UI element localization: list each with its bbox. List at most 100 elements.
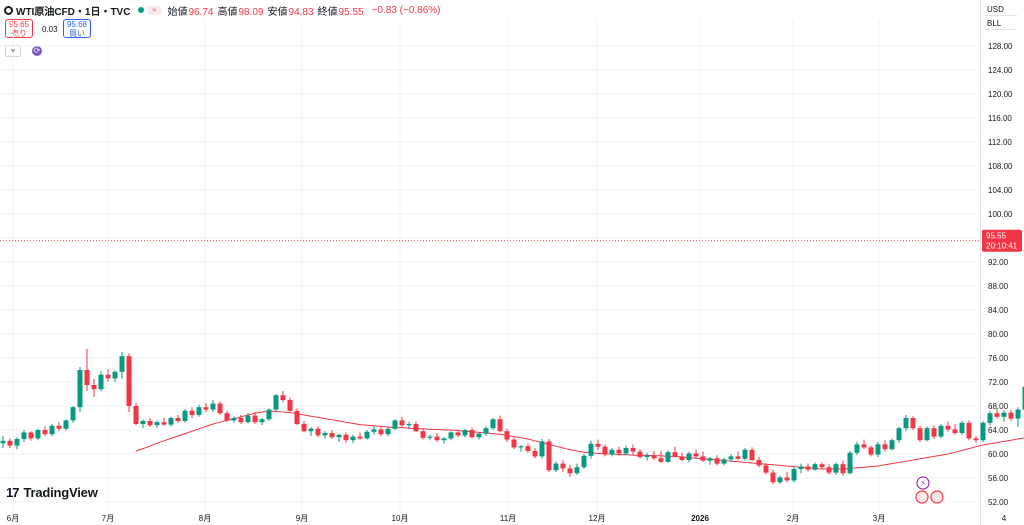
candle-body [826, 467, 832, 473]
candle-body [476, 433, 482, 438]
candle-body [231, 418, 237, 421]
high-value: 高値98.09 [217, 6, 264, 18]
candle-body [350, 436, 356, 441]
candle-body [777, 477, 783, 483]
candle-body [21, 432, 27, 439]
x-tick-label: 2月 [787, 514, 799, 523]
candle-body [917, 428, 923, 441]
candle-body [903, 418, 909, 429]
candle-body [630, 448, 636, 452]
candle-body [973, 438, 979, 441]
candle-body [56, 425, 62, 429]
candle-body [574, 467, 580, 474]
candle-body [532, 451, 538, 457]
candle-body [847, 452, 853, 474]
candle-body [294, 410, 300, 424]
candle-body [308, 428, 314, 432]
candle-body [441, 438, 447, 441]
candle-body [301, 424, 307, 432]
candle-body [896, 428, 902, 441]
symbol-title[interactable]: WTI原油CFD・1日・TVC [16, 6, 131, 18]
candle-body [539, 441, 545, 457]
event-lightning-icon[interactable] [916, 476, 930, 490]
moving-average-line [135, 410, 1024, 470]
candle-body [42, 430, 48, 435]
candle-body [378, 429, 384, 435]
candle-body [154, 422, 160, 426]
candle-body [931, 428, 937, 437]
candle-body [280, 395, 286, 400]
candle-body [315, 428, 321, 436]
event-flag-us-icon[interactable] [915, 490, 929, 504]
candle-body [784, 477, 790, 481]
candle-body [497, 419, 503, 432]
currency-button[interactable]: USD [985, 3, 1017, 16]
candle-body [77, 370, 83, 408]
candle-body [371, 429, 377, 432]
candle-body [952, 429, 958, 433]
candle-body [553, 463, 559, 471]
candle-body [7, 440, 13, 446]
x-tick-label: 12月 [589, 514, 606, 523]
candle-body [840, 464, 846, 474]
candle-body [385, 428, 391, 435]
candle-body [959, 422, 965, 433]
candle-body [322, 433, 328, 436]
candle-body [861, 444, 867, 448]
event-flag-us-icon[interactable] [930, 490, 944, 504]
change-value: −0.83 (−0.86%) [371, 4, 441, 16]
candle-body [63, 420, 69, 429]
candle-body [287, 400, 293, 411]
buy-label: 買い [69, 28, 85, 38]
refresh-icon[interactable]: ⟳ [32, 46, 42, 56]
candle-body [203, 407, 209, 410]
sell-label: 売り [11, 28, 27, 38]
candle-body [546, 441, 552, 471]
tradingview-logo[interactable]: 17 TradingView [6, 485, 98, 500]
candle-body [833, 464, 839, 473]
tradingview-mark-icon: 17 [6, 485, 20, 500]
candle-body [273, 395, 279, 410]
candle-body [763, 465, 769, 473]
candle-body [105, 374, 111, 379]
candle-body [49, 425, 55, 435]
candle-body [329, 433, 335, 438]
candle-body [707, 458, 713, 461]
sell-button[interactable]: 95.65 売り [5, 19, 33, 38]
candle-body [875, 444, 881, 455]
collapse-legend-icon[interactable]: ∨ [5, 45, 21, 57]
low-value: 安値94.83 [267, 6, 314, 18]
candle-body [945, 425, 951, 430]
candle-body [616, 449, 622, 454]
candle-body [210, 403, 216, 410]
candle-body [581, 455, 587, 468]
candle-body [266, 409, 272, 420]
candle-body [882, 444, 888, 450]
candle-body [399, 420, 405, 426]
candle-body [819, 464, 825, 468]
candle-body [119, 356, 125, 372]
buy-button[interactable]: 95.68 買い [63, 19, 91, 38]
x-tick-label: 7月 [102, 514, 114, 523]
candle-body [336, 434, 342, 438]
candle-body [889, 440, 895, 450]
candle-body [791, 469, 797, 481]
x-tick-label: 11月 [500, 514, 516, 523]
candle-body [658, 458, 664, 462]
candle-body [665, 452, 671, 462]
candle-body [175, 418, 181, 421]
candle-body [609, 449, 615, 455]
unit-button[interactable]: BLL [985, 17, 1017, 30]
close-value: 終値95.55 [317, 6, 364, 18]
price-axis-panel[interactable] [980, 0, 1024, 525]
candle-body [140, 421, 146, 424]
candle-body [35, 430, 41, 439]
candle-body [770, 472, 776, 483]
x-tick-label: 3月 [873, 514, 885, 523]
candle-body [924, 428, 930, 441]
x-tick-label: 6月 [7, 514, 19, 523]
candle-body [91, 385, 97, 390]
candle-body [854, 444, 860, 453]
candle-body [805, 466, 811, 470]
